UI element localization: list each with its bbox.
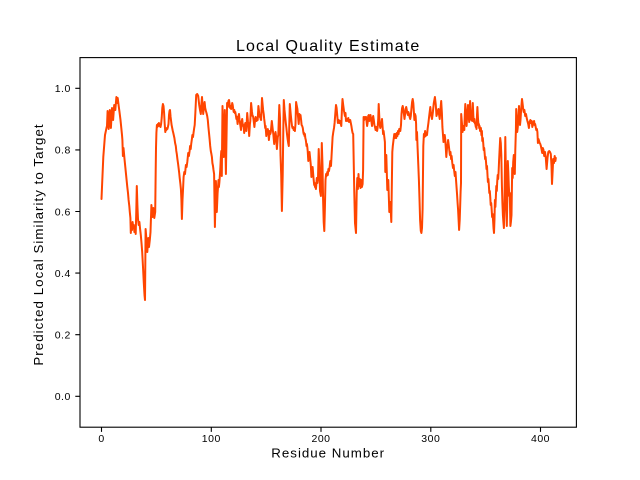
- svg-text:0.8: 0.8: [55, 145, 71, 157]
- svg-text:Residue Number: Residue Number: [271, 446, 385, 461]
- svg-text:Local Quality Estimate: Local Quality Estimate: [236, 38, 420, 55]
- svg-text:0.2: 0.2: [55, 330, 71, 342]
- svg-text:Predicted Local Similarity to: Predicted Local Similarity to Target: [31, 123, 46, 365]
- svg-text:200: 200: [311, 433, 330, 445]
- svg-text:0.0: 0.0: [55, 391, 71, 403]
- svg-text:0.6: 0.6: [55, 206, 71, 218]
- svg-text:100: 100: [202, 433, 221, 445]
- svg-text:300: 300: [421, 433, 440, 445]
- svg-text:0.4: 0.4: [55, 268, 71, 280]
- svg-text:1.0: 1.0: [55, 83, 71, 95]
- svg-text:0: 0: [98, 433, 104, 445]
- svg-text:400: 400: [531, 433, 550, 445]
